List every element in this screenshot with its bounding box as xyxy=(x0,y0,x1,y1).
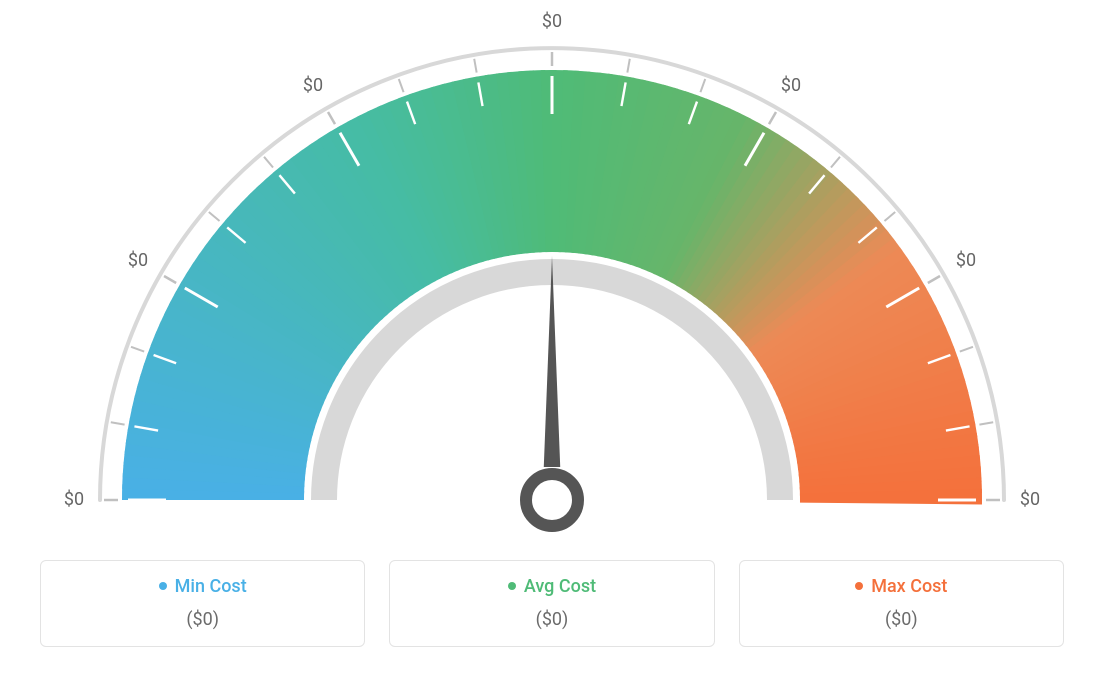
legend-label-max: Max Cost xyxy=(871,576,947,597)
gauge-tick-label: $0 xyxy=(781,75,801,96)
gauge-tick-label: $0 xyxy=(128,250,148,271)
gauge-tick-outer xyxy=(264,157,273,168)
gauge-tick-outer xyxy=(627,59,629,73)
gauge-chart-container: $0 $0 $0 $0 $0 $0 $0 Min Cost ($0) Avg Cost ($… xyxy=(0,0,1104,690)
gauge-tick-outer xyxy=(700,79,705,92)
gauge-svg: $0 $0 $0 $0 $0 $0 $0 xyxy=(0,0,1104,560)
legend-title-avg: Avg Cost xyxy=(508,576,596,597)
gauge-tick-outer xyxy=(769,112,776,124)
gauge-tick-outer xyxy=(111,422,125,424)
legend-value-max: ($0) xyxy=(740,609,1063,630)
gauge-tick-label: $0 xyxy=(956,250,976,271)
legend-dot-min xyxy=(159,582,167,590)
legend-title-max: Max Cost xyxy=(855,576,947,597)
gauge-area: $0 $0 $0 $0 $0 $0 $0 xyxy=(0,0,1104,560)
gauge-tick-outer xyxy=(831,157,840,168)
gauge-tick-outer xyxy=(884,212,895,221)
gauge-tick-outer xyxy=(474,59,476,73)
legend-value-min: ($0) xyxy=(41,609,364,630)
legend-card-avg: Avg Cost ($0) xyxy=(389,560,714,647)
gauge-tick-outer xyxy=(979,422,993,424)
gauge-tick-label: $0 xyxy=(303,75,323,96)
gauge-tick-outer xyxy=(209,212,220,221)
legend-dot-avg xyxy=(508,582,516,590)
gauge-tick-outer xyxy=(960,347,973,352)
gauge-needle-hub xyxy=(526,474,578,526)
gauge-tick-outer xyxy=(928,276,940,283)
gauge-tick-outer xyxy=(131,347,144,352)
legend-card-max: Max Cost ($0) xyxy=(739,560,1064,647)
gauge-tick-outer xyxy=(164,276,176,283)
legend-card-min: Min Cost ($0) xyxy=(40,560,365,647)
legend-label-min: Min Cost xyxy=(175,576,247,597)
gauge-tick-label: $0 xyxy=(64,489,84,510)
gauge-needle xyxy=(544,256,560,467)
gauge-tick-label: $0 xyxy=(542,11,562,32)
legend-row: Min Cost ($0) Avg Cost ($0) Max Cost ($0… xyxy=(0,560,1104,647)
gauge-tick-outer xyxy=(328,112,335,124)
legend-title-min: Min Cost xyxy=(159,576,247,597)
legend-value-avg: ($0) xyxy=(390,609,713,630)
gauge-tick-label: $0 xyxy=(1020,489,1040,510)
legend-dot-max xyxy=(855,582,863,590)
legend-label-avg: Avg Cost xyxy=(524,576,596,597)
gauge-tick-outer xyxy=(399,79,404,92)
